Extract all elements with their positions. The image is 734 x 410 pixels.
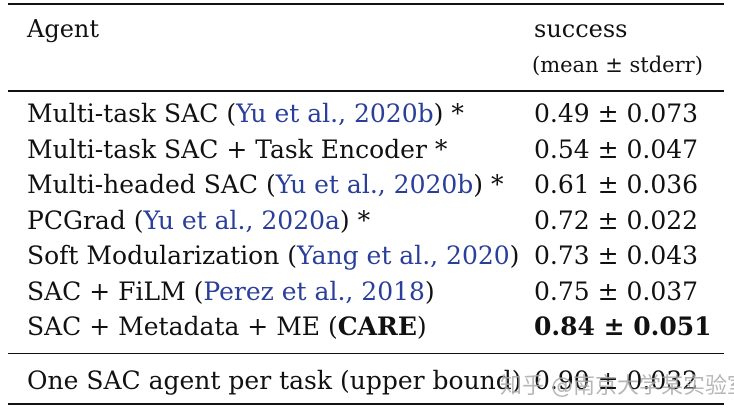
header-success: success	[534, 15, 628, 43]
agent-row-upper-bound: One SAC agent per task (upper bound)	[27, 366, 522, 395]
agent-row-6: SAC + Metadata + ME (CARE)	[27, 312, 427, 341]
citation-link[interactable]: Yu et al., 2020b	[275, 170, 474, 199]
agent-row-0: Multi-task SAC (Yu et al., 2020b) *	[27, 99, 464, 128]
score-row-4: 0.73 ± 0.043	[534, 241, 699, 270]
score-row-3: 0.72 ± 0.022	[534, 206, 699, 235]
score-row-upper-bound: 0.90 ± 0.032	[534, 366, 699, 395]
score-row-1: 0.54 ± 0.047	[534, 135, 699, 164]
score-row-5: 0.75 ± 0.037	[534, 277, 699, 306]
care-label: CARE	[337, 312, 417, 341]
header-agent: Agent	[27, 15, 99, 43]
watermark-text: 知乎 @南京大学某实验室	[500, 374, 734, 399]
agent-row-2: Multi-headed SAC (Yu et al., 2020b) *	[27, 170, 504, 199]
header-success-sub: (mean ± stderr)	[532, 53, 703, 77]
header-rule	[8, 90, 724, 92]
bottom-rule	[8, 403, 724, 405]
agent-row-4: Soft Modularization (Yang et al., 2020)	[27, 241, 520, 270]
score-row-6: 0.84 ± 0.051	[534, 312, 712, 341]
score-row-0: 0.49 ± 0.073	[534, 99, 699, 128]
section-rule	[8, 353, 724, 354]
citation-link[interactable]: Perez et al., 2018	[203, 277, 425, 306]
top-rule	[8, 3, 724, 5]
citation-link[interactable]: Yang et al., 2020	[297, 241, 510, 270]
agent-row-1: Multi-task SAC + Task Encoder *	[27, 135, 448, 164]
agent-row-5: SAC + FiLM (Perez et al., 2018)	[27, 277, 435, 306]
agent-row-3: PCGrad (Yu et al., 2020a) *	[27, 206, 371, 235]
score-row-2: 0.61 ± 0.036	[534, 170, 699, 199]
citation-link[interactable]: Yu et al., 2020a	[143, 206, 340, 235]
citation-link[interactable]: Yu et al., 2020b	[236, 99, 434, 128]
